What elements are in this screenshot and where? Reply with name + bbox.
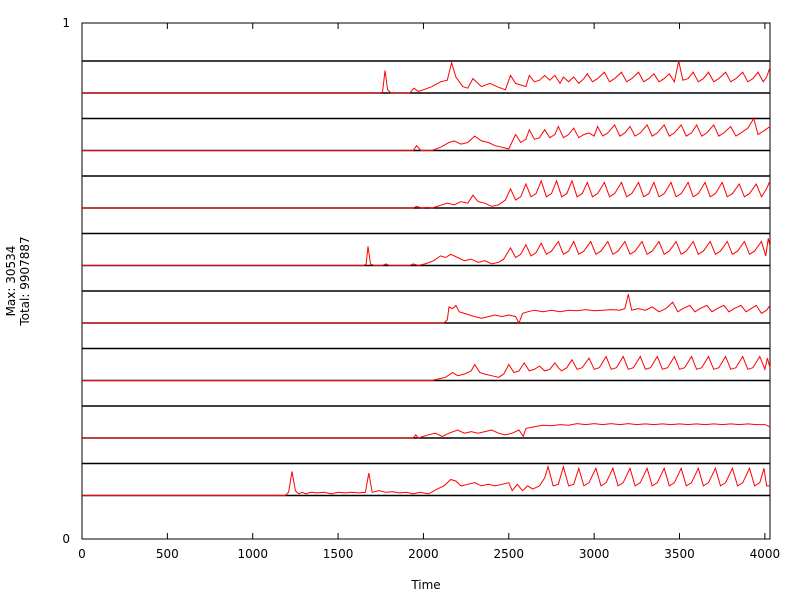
y-axis-top-label: 1 — [62, 16, 70, 30]
series-line-1 — [82, 60, 771, 94]
series-line-4 — [82, 238, 771, 267]
x-tick-label-4000: 4000 — [750, 547, 781, 561]
x-tick-label-3000: 3000 — [579, 547, 610, 561]
series-line-5 — [82, 294, 771, 325]
x-tick-label-1000: 1000 — [237, 547, 268, 561]
series-line-2 — [82, 117, 771, 151]
plot-frame — [81, 22, 771, 540]
x-tick-label-3500: 3500 — [664, 547, 695, 561]
x-tick-label-500: 500 — [156, 547, 179, 561]
series-line-3 — [82, 179, 771, 209]
series-line-7 — [82, 423, 771, 439]
x-tick-label-2000: 2000 — [408, 547, 439, 561]
x-tick-label-0: 0 — [78, 547, 86, 561]
band-separators — [82, 60, 770, 497]
x-axis-label: Time — [410, 578, 440, 592]
y-axis-label-total: Total: 9907887 — [18, 236, 32, 326]
series-line-6 — [82, 355, 771, 381]
x-axis-ticks: 0 500 1000 1500 2000 2500 3000 3500 4000 — [78, 23, 780, 561]
x-tick-label-1500: 1500 — [323, 547, 354, 561]
x-tick-label-2500: 2500 — [494, 547, 525, 561]
y-axis-bottom-label: 0 — [62, 532, 70, 546]
series-line-8 — [82, 464, 770, 496]
series-lines — [82, 60, 771, 496]
y-axis-label-max: Max: 30534 — [4, 246, 18, 317]
